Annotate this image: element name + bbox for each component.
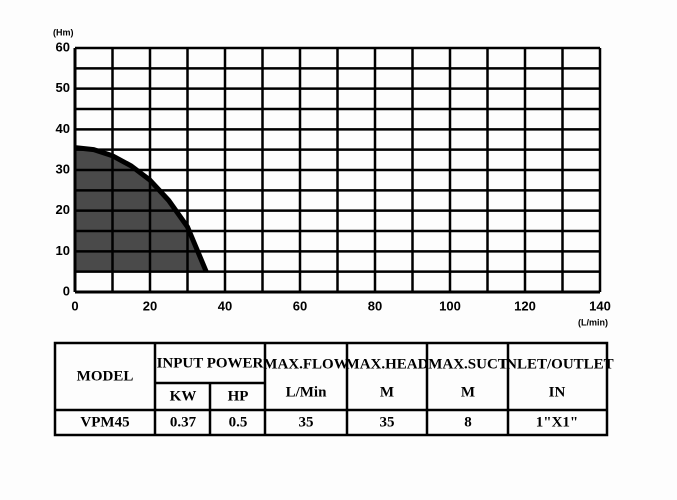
x-tick-label: 60 <box>293 298 307 313</box>
table-unit: M <box>380 384 394 400</box>
table-header: MODEL <box>77 368 134 384</box>
x-tick-label: 0 <box>71 298 78 313</box>
table-header: INPUT POWER <box>157 355 264 371</box>
y-tick-label: 10 <box>56 243 70 258</box>
table-cell: 0.5 <box>229 414 248 430</box>
y-tick-label: 60 <box>56 39 70 54</box>
y-tick-label: 30 <box>56 161 70 176</box>
table-cell: 35 <box>380 414 395 430</box>
x-tick-label: 40 <box>218 298 232 313</box>
x-tick-label: 80 <box>368 298 382 313</box>
table-header: INLET/OUTLET <box>500 356 613 372</box>
y-tick-label: 40 <box>56 121 70 136</box>
table-cell: VPM45 <box>80 414 129 430</box>
table-header: HP <box>228 388 249 404</box>
table-header: MAX.FLOW <box>263 356 348 372</box>
table-header: MAX.HEAD <box>346 356 429 372</box>
x-tick-label: 20 <box>143 298 157 313</box>
table-unit: L/Min <box>286 384 327 400</box>
table-unit: IN <box>549 384 566 400</box>
table-header: KW <box>170 388 197 404</box>
curve <box>74 145 209 273</box>
x-tick-label: 100 <box>439 298 461 313</box>
x-axis-label: (L/min) <box>578 317 608 327</box>
table-border <box>53 341 609 437</box>
y-axis-label: (Hm) <box>53 27 74 37</box>
table-cell: 8 <box>464 414 472 430</box>
y-tick-label: 0 <box>63 283 70 298</box>
spec-table <box>53 341 609 437</box>
table-cell: 1"X1" <box>536 414 579 430</box>
table-cell: 0.37 <box>170 414 197 430</box>
x-tick-label: 120 <box>514 298 536 313</box>
y-tick-label: 20 <box>56 202 70 217</box>
y-tick-label: 50 <box>56 80 70 95</box>
table-cell: 35 <box>299 414 314 430</box>
table-header: MAX.SUCT <box>428 356 508 372</box>
table-unit: M <box>461 384 475 400</box>
x-tick-label: 140 <box>589 298 611 313</box>
